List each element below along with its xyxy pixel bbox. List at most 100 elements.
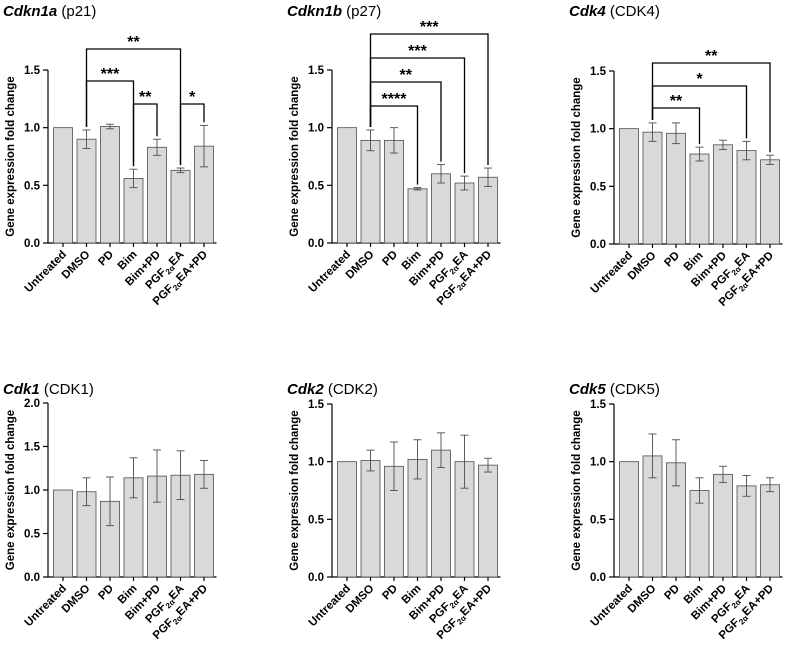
bar-0 — [619, 461, 639, 578]
significance-label: ** — [670, 93, 683, 110]
bar-1 — [642, 131, 663, 245]
significance-label: ** — [127, 34, 140, 51]
bar-6 — [478, 176, 498, 244]
title-gene: Cdk4 — [569, 3, 606, 20]
y-tick-label: 1.5 — [590, 399, 607, 411]
bar-6 — [760, 159, 780, 245]
bar-5 — [736, 485, 757, 578]
y-tick-label: 0.5 — [590, 514, 607, 526]
bar-1 — [360, 460, 381, 578]
chart-panel-cdk5: Cdk5 (CDK5) Gene expression fold change 0.… — [569, 381, 783, 642]
title-gene: Cdkn1a — [3, 3, 57, 20]
y-tick-label: 0.0 — [590, 572, 606, 584]
significance-bracket — [179, 103, 205, 166]
x-tick-label: PD — [662, 250, 682, 270]
chart-title: Cdk2 (CDK2) — [287, 381, 378, 398]
chart-title: Cdk4 (CDK4) — [569, 3, 660, 20]
bar-1 — [76, 138, 97, 244]
bar-4 — [713, 473, 733, 578]
y-tick-label: 0.0 — [24, 572, 40, 584]
significance-label: **** — [382, 91, 408, 108]
y-tick-label: 1.0 — [590, 124, 606, 136]
y-tick-label: 1.0 — [24, 485, 40, 497]
y-axis-label: Gene expression fold change — [571, 410, 583, 570]
significance-label: ** — [139, 89, 152, 106]
chart-panel-cdk2: Cdk2 (CDK2) Gene expression fold change 0.… — [287, 381, 501, 642]
bar-6 — [194, 473, 214, 578]
title-gene: Cdk2 — [287, 381, 324, 398]
significance-label: *** — [101, 66, 120, 83]
y-tick-label: 0.5 — [308, 180, 325, 192]
bar-3 — [689, 153, 710, 245]
bar-5 — [170, 169, 191, 244]
title-protein: (CDK4) — [606, 3, 660, 20]
significance-label: * — [696, 71, 703, 88]
title-gene: Cdk5 — [569, 381, 606, 398]
bar-3 — [407, 188, 428, 244]
y-axis-label: Gene expression fold change — [289, 76, 301, 236]
bar-0 — [619, 128, 639, 245]
chart-title: Cdkn1b (p27) — [287, 3, 381, 20]
significance-label: ** — [705, 48, 718, 65]
y-axis-label: Gene expression fold change — [5, 76, 17, 236]
title-gene: Cdk1 — [3, 381, 40, 398]
y-tick-label: 0.5 — [24, 529, 41, 541]
bar-2 — [100, 126, 120, 244]
x-tick-label: PD — [380, 583, 400, 603]
x-tick-label: PD — [96, 583, 116, 603]
bar-6 — [478, 464, 498, 578]
bar-5 — [454, 182, 475, 244]
y-tick-label: 0.5 — [24, 180, 41, 192]
significance-bracket — [369, 81, 442, 162]
bar-4 — [431, 449, 451, 578]
y-tick-label: 0.5 — [590, 181, 607, 193]
significance-label: ** — [400, 67, 413, 84]
bar-2 — [666, 132, 686, 245]
bar-0 — [53, 489, 73, 578]
chart-panel-cdk4: Cdk4 (CDK4) Gene expression fold change 0.… — [569, 3, 783, 309]
significance-label: * — [189, 89, 196, 106]
y-axis-label: Gene expression fold change — [571, 77, 583, 237]
y-tick-label: 0.0 — [24, 238, 40, 250]
chart-panel-cdk1: Cdk1 (CDK1) Gene expression fold change 0.… — [3, 381, 217, 642]
y-tick-label: 1.0 — [308, 457, 324, 469]
y-tick-label: 1.5 — [308, 399, 325, 411]
y-tick-label: 1.0 — [590, 457, 606, 469]
x-tick-label: PD — [380, 249, 400, 269]
y-tick-label: 1.5 — [24, 65, 41, 77]
title-protein: (CDK5) — [606, 381, 660, 398]
bar-3 — [123, 178, 144, 244]
bar-0 — [337, 461, 357, 578]
significance-bracket — [651, 85, 748, 139]
chart-title: Cdkn1a (p21) — [3, 3, 96, 20]
title-protein: (p21) — [57, 3, 96, 20]
significance-bracket — [132, 103, 158, 167]
significance-bracket — [651, 107, 701, 145]
bar-1 — [360, 139, 381, 244]
title-protein: (CDK2) — [324, 381, 378, 398]
y-tick-label: 0.0 — [308, 238, 324, 250]
bar-0 — [53, 127, 73, 244]
y-axis-label: Gene expression fold change — [289, 410, 301, 570]
y-tick-label: 1.0 — [308, 123, 324, 135]
chart-panel-cdkn1a: Cdkn1a (p21) Gene expression fold change 0… — [3, 3, 217, 308]
significance-bracket — [369, 105, 419, 185]
x-tick-label: PD — [662, 583, 682, 603]
y-axis-label: Gene expression fold change — [5, 410, 17, 570]
bar-4 — [431, 173, 451, 244]
title-protein: (CDK1) — [40, 381, 94, 398]
y-tick-label: 1.5 — [24, 442, 41, 454]
chart-title: Cdk1 (CDK1) — [3, 381, 94, 398]
title-protein: (p27) — [342, 3, 381, 20]
bar-4 — [713, 144, 733, 245]
significance-label: *** — [408, 43, 427, 60]
y-tick-label: 2.0 — [24, 398, 40, 410]
y-tick-label: 0.0 — [308, 572, 324, 584]
x-tick-label: PD — [96, 249, 116, 269]
title-gene: Cdkn1b — [287, 3, 342, 20]
y-tick-label: 1.5 — [308, 65, 325, 77]
bar-5 — [736, 150, 757, 245]
bar-0 — [337, 127, 357, 244]
y-tick-label: 1.0 — [24, 123, 40, 135]
